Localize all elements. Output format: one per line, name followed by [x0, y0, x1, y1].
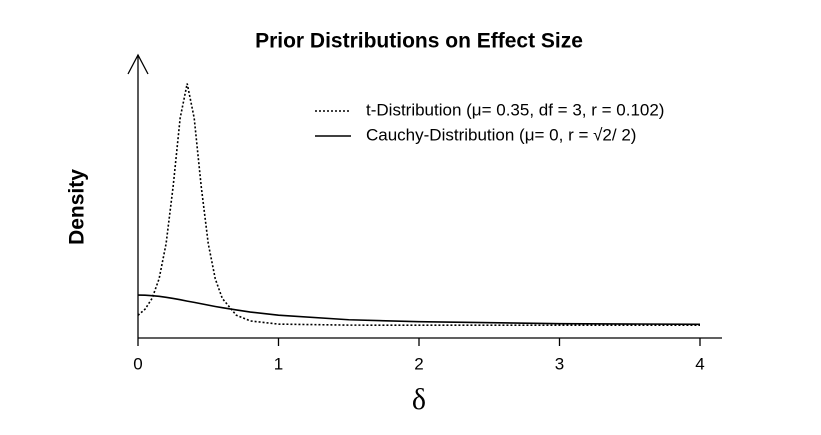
legend-label: t-Distribution (μ= 0.35, df = 3, r = 0.1…	[366, 100, 664, 119]
series-line	[137, 294, 701, 326]
x-tick-label: 0	[133, 354, 142, 373]
legend-label: Cauchy-Distribution (μ= 0, r = √2/ 2)	[366, 125, 636, 144]
x-tick-label: 4	[695, 354, 704, 373]
x-axis-label: δ	[412, 383, 426, 416]
series-line	[137, 83, 701, 327]
x-tick-label: 2	[414, 354, 423, 373]
chart-title: Prior Distributions on Effect Size	[255, 30, 583, 53]
y-axis-label: Density	[66, 169, 89, 245]
x-tick-label: 1	[274, 354, 283, 373]
y-axis-arrow	[127, 53, 149, 75]
x-tick-label: 3	[555, 354, 564, 373]
